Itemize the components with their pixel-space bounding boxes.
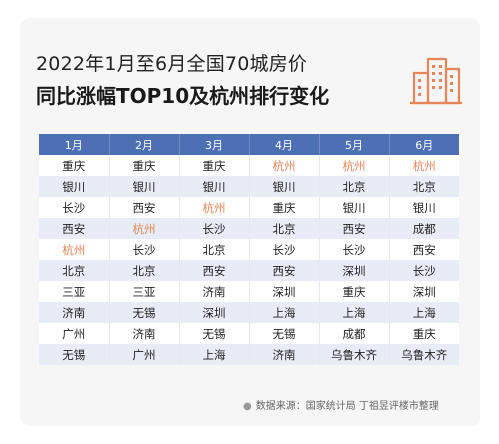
table-row: 长沙 西安 杭州 重庆 银川 银川 [39, 197, 459, 218]
table-cell: 长沙 [318, 239, 389, 260]
table-cell: 杭州 [178, 197, 249, 218]
column-header: 5月 [318, 134, 389, 155]
table-row: 西安 杭州 长沙 北京 西安 成都 [39, 218, 459, 239]
table-cell: 银川 [388, 197, 459, 218]
table-cell: 重庆 [248, 197, 319, 218]
table-cell: 无锡 [178, 323, 249, 344]
table-cell: 长沙 [178, 218, 249, 239]
table-cell: 杭州 [108, 218, 179, 239]
table-cell: 成都 [318, 323, 389, 344]
table-cell: 乌鲁木齐 [318, 344, 389, 365]
table-cell: 重庆 [178, 155, 249, 176]
table-cell: 西安 [318, 218, 389, 239]
table-cell: 广州 [39, 323, 109, 344]
table-cell: 深圳 [248, 281, 319, 302]
table-cell: 长沙 [388, 260, 459, 281]
table-cell: 重庆 [39, 155, 109, 176]
table-cell: 广州 [108, 344, 179, 365]
table-cell: 北京 [248, 218, 319, 239]
table-row: 广州 济南 无锡 无锡 成都 重庆 [39, 323, 459, 344]
ranking-table: 1月 2月 3月 4月 5月 6月 重庆 重庆 重庆 杭州 杭州 杭州 银川 银川 银川 银川 北京 北京 长沙西… [39, 134, 459, 365]
table-cell: 西安 [108, 197, 179, 218]
table-cell: 济南 [178, 281, 249, 302]
table-cell: 西安 [388, 239, 459, 260]
title-line-2: 同比涨幅TOP10及杭州排行变化 [36, 84, 330, 108]
table-cell: 银川 [108, 176, 179, 197]
table-cell: 北京 [39, 260, 109, 281]
table-cell: 无锡 [248, 323, 319, 344]
table-cell: 乌鲁木齐 [388, 344, 459, 365]
table-cell: 上海 [178, 344, 249, 365]
table-cell: 重庆 [388, 323, 459, 344]
table-cell: 杭州 [248, 155, 319, 176]
column-header: 3月 [178, 134, 249, 155]
table-cell: 杭州 [39, 239, 109, 260]
table-cell: 北京 [388, 176, 459, 197]
table-cell: 深圳 [318, 260, 389, 281]
table-cell: 济南 [39, 302, 109, 323]
table-cell: 杭州 [318, 155, 389, 176]
table-cell: 银川 [178, 176, 249, 197]
table-cell: 无锡 [108, 302, 179, 323]
table-row: 济南 无锡 深圳 上海 上海 上海 [39, 302, 459, 323]
table-cell: 重庆 [108, 155, 179, 176]
table-cell: 济南 [108, 323, 179, 344]
title-line-1: 2022年1月至6月全国70城房价 [36, 53, 308, 75]
table-cell: 银川 [318, 197, 389, 218]
table-cell: 上海 [318, 302, 389, 323]
table-cell: 西安 [39, 218, 109, 239]
table-cell: 银川 [248, 176, 319, 197]
table-cell: 重庆 [318, 281, 389, 302]
table-cell: 北京 [178, 239, 249, 260]
table-cell: 长沙 [248, 239, 319, 260]
table-cell: 杭州 [388, 155, 459, 176]
table-cell: 北京 [108, 260, 179, 281]
table-cell: 济南 [248, 344, 319, 365]
table-cell: 银川 [39, 176, 109, 197]
column-header: 6月 [388, 134, 459, 155]
table-cell: 西安 [248, 260, 319, 281]
table-row: 杭州 长沙 北京 长沙 长沙 西安 [39, 239, 459, 260]
table-cell: 长沙 [108, 239, 179, 260]
bullet-icon: ● [243, 401, 252, 412]
table-cell: 无锡 [39, 344, 109, 365]
table-row: 重庆 重庆 重庆 杭州 杭州 杭州 [39, 155, 459, 176]
table-cell: 北京 [318, 176, 389, 197]
table-row: 银川 银川 银川 银川 北京 北京 [39, 176, 459, 197]
buildings-icon [410, 57, 462, 105]
table-cell: 深圳 [178, 302, 249, 323]
table-cell: 深圳 [388, 281, 459, 302]
table-body: 重庆 重庆 重庆 杭州 杭州 杭州 银川 银川 银川 银川 北京 北京 长沙 西安 杭州 重庆 银川 银川 西安 杭州… [39, 155, 459, 365]
table-cell: 三亚 [39, 281, 109, 302]
table-cell: 成都 [388, 218, 459, 239]
table-header-row: 1月 2月 3月 4月 5月 6月 [39, 134, 459, 155]
table-cell: 三亚 [108, 281, 179, 302]
source-text: 数据来源：国家统计局 丁祖昱评楼市整理 [255, 401, 439, 412]
table-cell: 长沙 [39, 197, 109, 218]
table-cell: 西安 [178, 260, 249, 281]
table-row: 三亚 三亚 济南 深圳 重庆 深圳 [39, 281, 459, 302]
data-source-note: ● 数据来源：国家统计局 丁祖昱评楼市整理 [243, 397, 439, 412]
column-header: 4月 [248, 134, 319, 155]
column-header: 2月 [108, 134, 179, 155]
table-cell: 上海 [388, 302, 459, 323]
table-cell: 上海 [248, 302, 319, 323]
column-header: 1月 [39, 134, 109, 155]
table-row: 无锡 广州 上海 济南 乌鲁木齐 乌鲁木齐 [39, 344, 459, 365]
table-row: 北京 北京 西安 西安 深圳 长沙 [39, 260, 459, 281]
